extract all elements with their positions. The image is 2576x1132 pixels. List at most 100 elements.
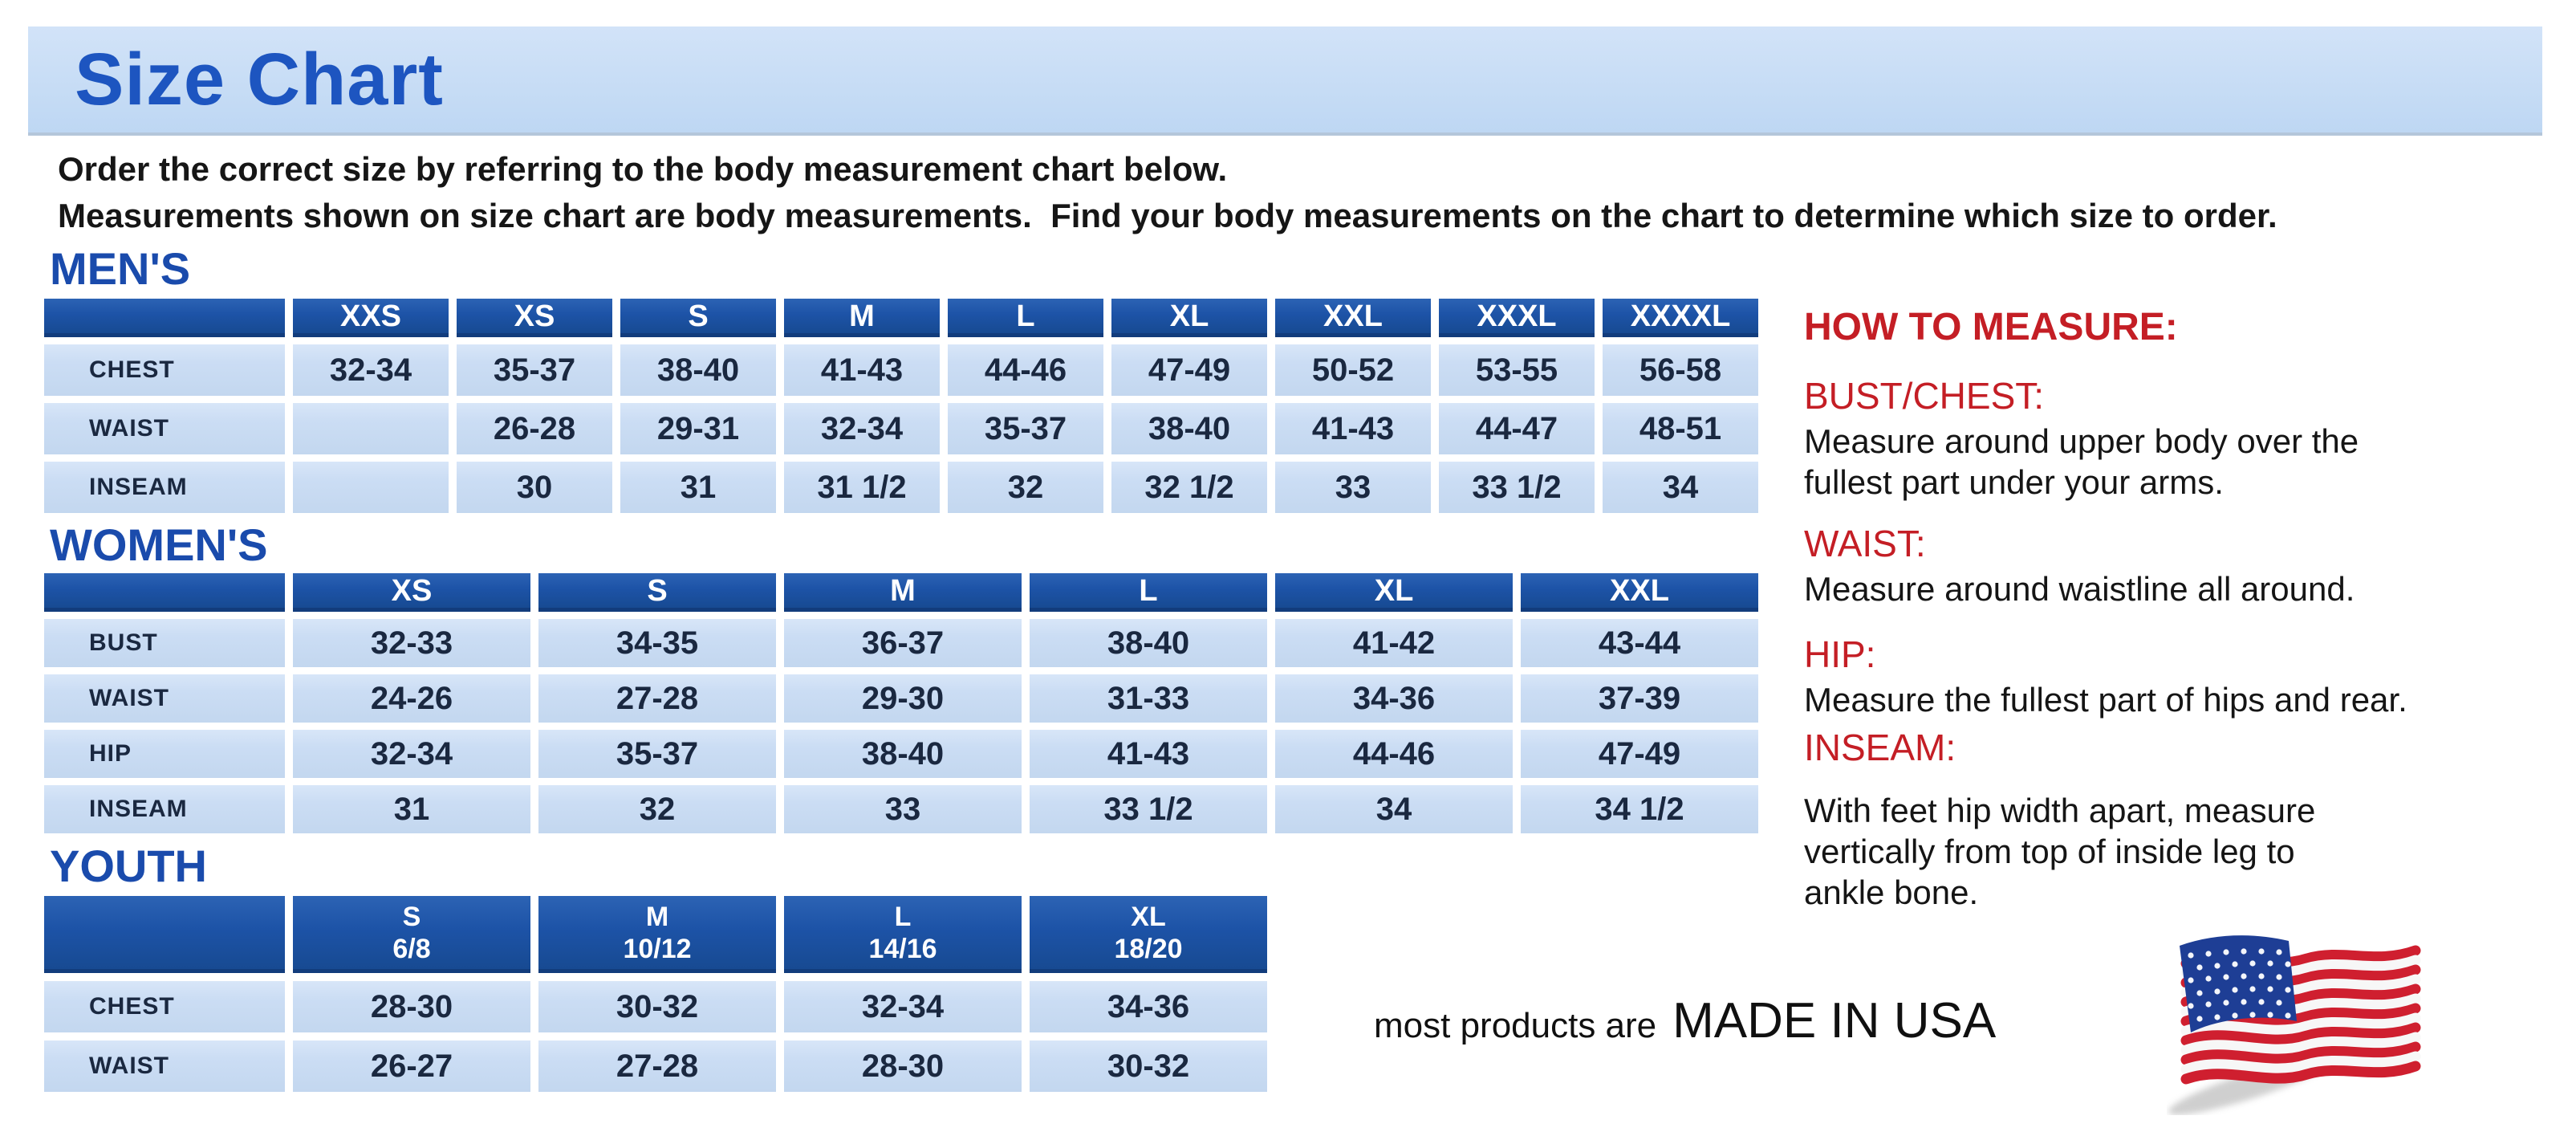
intro-line-1: Order the correct size by referring to t… xyxy=(58,150,1228,188)
page-title: Size Chart xyxy=(75,38,444,120)
mens-column-header: XXL xyxy=(1275,299,1431,337)
mens-cell: 33 xyxy=(1275,462,1431,513)
mens-column-label: XXS xyxy=(339,299,402,333)
womens-cell: 32 xyxy=(538,785,776,833)
womens-column-label: M xyxy=(890,573,916,608)
womens-column-label: S xyxy=(647,573,668,608)
mens-cell: 50-52 xyxy=(1275,344,1431,396)
mens-cell: 30 xyxy=(457,462,612,513)
womens-cell: 47-49 xyxy=(1521,730,1758,778)
womens-cell: 32-33 xyxy=(293,619,530,667)
mens-column-header: S xyxy=(620,299,776,337)
mens-cell xyxy=(293,462,449,513)
womens-cell: 36-37 xyxy=(784,619,1022,667)
youth-column-sublabel: 14/16 xyxy=(868,933,937,964)
mens-section-heading: MEN'S xyxy=(50,243,191,294)
youth-column-sublabel: 6/8 xyxy=(392,933,431,964)
mens-column-label: XXXXL xyxy=(1630,299,1731,333)
womens-row-label: BUST xyxy=(44,619,285,667)
mens-column-header: M xyxy=(784,299,940,337)
mens-cell: 35-37 xyxy=(948,403,1103,454)
womens-cell: 43-44 xyxy=(1521,619,1758,667)
womens-corner-cell xyxy=(44,573,285,612)
mens-cell: 44-46 xyxy=(948,344,1103,396)
youth-corner-cell xyxy=(44,896,285,973)
womens-column-header: L xyxy=(1030,573,1267,612)
page-header-banner: Size Chart xyxy=(28,26,2542,136)
mens-cell: 26-28 xyxy=(457,403,612,454)
womens-cell: 35-37 xyxy=(538,730,776,778)
mens-cell: 34 xyxy=(1603,462,1758,513)
mens-column-label: XXXL xyxy=(1477,299,1557,333)
made-in-usa-label: MADE IN USA xyxy=(1672,993,1997,1049)
measure-term-bust-chest: BUST/CHEST: xyxy=(1804,375,2045,417)
mens-cell: 32-34 xyxy=(293,344,449,396)
womens-cell: 34-35 xyxy=(538,619,776,667)
mens-cell: 41-43 xyxy=(1275,403,1431,454)
mens-cell: 32 1/2 xyxy=(1111,462,1267,513)
womens-column-label: XXL xyxy=(1610,573,1669,608)
youth-row-label: CHEST xyxy=(44,981,285,1032)
how-to-measure-title: HOW TO MEASURE: xyxy=(1804,306,2178,348)
mens-column-header: XS xyxy=(457,299,612,337)
mens-column-header: XXS xyxy=(293,299,449,337)
mens-size-table: XXS XS S M L XL XXL XXXL XXXXL CHEST 32-34 35-37 38-… xyxy=(44,299,1758,513)
measure-term-inseam: INSEAM: xyxy=(1804,727,1956,768)
mens-cell: 47-49 xyxy=(1111,344,1267,396)
womens-column-label: XL xyxy=(1374,573,1414,608)
made-in-usa-prefix: most products are xyxy=(1374,1006,1657,1045)
measure-desc-hip: Measure the fullest part of hips and rea… xyxy=(1804,681,2407,719)
youth-cell: 28-30 xyxy=(784,1040,1022,1092)
youth-column-label: S xyxy=(402,901,421,932)
womens-row-label: INSEAM xyxy=(44,785,285,833)
womens-size-table: XS S M L XL XXL BUST 32-33 34-35 36-37 38-40 41-42 4… xyxy=(44,573,1758,833)
mens-cell: 32-34 xyxy=(784,403,940,454)
youth-column-sublabel: 10/12 xyxy=(623,933,692,964)
mens-cell: 35-37 xyxy=(457,344,612,396)
measure-term-hip: HIP: xyxy=(1804,633,1876,675)
mens-corner-cell xyxy=(44,299,285,337)
womens-column-header: XXL xyxy=(1521,573,1758,612)
youth-column-header: M 10/12 xyxy=(538,896,776,973)
mens-column-label: XXL xyxy=(1323,299,1383,333)
womens-cell: 41-42 xyxy=(1275,619,1513,667)
youth-cell: 32-34 xyxy=(784,981,1022,1032)
youth-column-label: M xyxy=(645,901,669,932)
mens-cell: 38-40 xyxy=(620,344,776,396)
womens-cell: 38-40 xyxy=(784,730,1022,778)
intro-line-2: Measurements shown on size chart are bod… xyxy=(58,197,2277,234)
womens-column-label: XS xyxy=(391,573,433,608)
womens-cell: 38-40 xyxy=(1030,619,1267,667)
youth-column-header: L 14/16 xyxy=(784,896,1022,973)
womens-column-header: M xyxy=(784,573,1022,612)
measure-term-waist: WAIST: xyxy=(1804,523,1926,564)
youth-section-heading: YOUTH xyxy=(50,841,207,891)
youth-size-table: S 6/8 M 10/12 L 14/16 XL 18/20 CHEST 28-30 30-32 32… xyxy=(44,896,1267,1092)
mens-row-label: INSEAM xyxy=(44,462,285,513)
youth-row-label: WAIST xyxy=(44,1040,285,1092)
womens-cell: 24-26 xyxy=(293,674,530,723)
womens-cell: 34 xyxy=(1275,785,1513,833)
youth-cell: 27-28 xyxy=(538,1040,776,1092)
mens-column-label: XL xyxy=(1169,299,1209,333)
womens-cell: 32-34 xyxy=(293,730,530,778)
youth-column-header: S 6/8 xyxy=(293,896,530,973)
mens-cell: 29-31 xyxy=(620,403,776,454)
mens-cell: 31 1/2 xyxy=(784,462,940,513)
womens-cell: 31-33 xyxy=(1030,674,1267,723)
youth-cell: 30-32 xyxy=(1030,1040,1267,1092)
made-in-usa-line: most products are MADE IN USA xyxy=(1374,992,1996,1049)
measure-desc-bust-chest: Measure around upper body over the fulle… xyxy=(1804,422,2359,501)
mens-row-label: WAIST xyxy=(44,403,285,454)
womens-cell: 33 xyxy=(784,785,1022,833)
womens-cell: 31 xyxy=(293,785,530,833)
mens-cell: 53-55 xyxy=(1439,344,1595,396)
mens-cell: 38-40 xyxy=(1111,403,1267,454)
mens-cell: 31 xyxy=(620,462,776,513)
mens-cell: 33 1/2 xyxy=(1439,462,1595,513)
womens-cell: 33 1/2 xyxy=(1030,785,1267,833)
measure-desc-waist: Measure around waistline all around. xyxy=(1804,570,2355,608)
mens-cell: 41-43 xyxy=(784,344,940,396)
mens-column-header: XXXL xyxy=(1439,299,1595,337)
youth-column-sublabel: 18/20 xyxy=(1114,933,1183,964)
